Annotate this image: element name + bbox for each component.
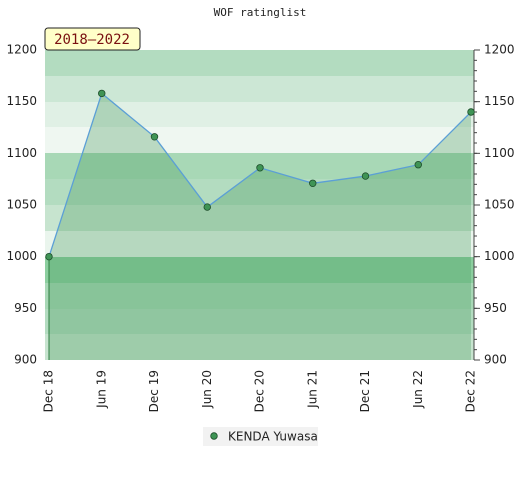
y2-tick-label: 1200 — [484, 43, 515, 57]
marker — [414, 160, 422, 169]
x-tick-label: Jun 20 — [200, 370, 214, 409]
y-tick-label: 950 — [14, 301, 37, 315]
x-tick-label: Jun 22 — [411, 370, 425, 409]
y-tick-label: 1200 — [6, 43, 37, 57]
x-tick-label: Dec 18 — [42, 370, 56, 412]
y2-tick-label: 1000 — [484, 249, 515, 263]
marker — [467, 108, 475, 116]
y2-tick-label: 900 — [484, 353, 507, 367]
y2-tick-label: 1100 — [484, 146, 515, 160]
marker — [203, 203, 211, 211]
chart-title: WOF ratinglist — [214, 6, 307, 19]
marker — [309, 179, 317, 187]
y2-tick-label: 950 — [484, 301, 507, 315]
legend-label: KENDA Yuwasa — [228, 430, 318, 444]
area — [49, 93, 471, 361]
x-tick-label: Dec 19 — [147, 370, 161, 412]
y-tick-label: 900 — [14, 353, 37, 367]
badge-box — [44, 27, 141, 51]
legend-box — [203, 427, 318, 446]
x-tick-label: Jun 19 — [94, 370, 108, 409]
y2-tick-label: 1050 — [484, 198, 515, 212]
marker — [256, 164, 264, 172]
badge: 2018–2022 — [54, 32, 130, 48]
x-tick-label: Jun 21 — [305, 370, 319, 409]
legend-marker — [210, 432, 218, 440]
x-tick-label: Dec 22 — [464, 370, 478, 412]
marker — [98, 89, 106, 98]
y2-tick-label: 1150 — [484, 94, 515, 108]
marker — [361, 172, 370, 180]
y-tick-label: 1050 — [6, 198, 37, 212]
y-tick-label: 1100 — [6, 146, 37, 160]
y-tick-label: 1150 — [6, 94, 37, 108]
x-tick-label: Dec 20 — [253, 370, 267, 412]
marker — [150, 133, 159, 141]
x-tick-label: Dec 21 — [358, 370, 372, 412]
marker — [45, 252, 53, 261]
y-tick-label: 1000 — [6, 249, 37, 263]
